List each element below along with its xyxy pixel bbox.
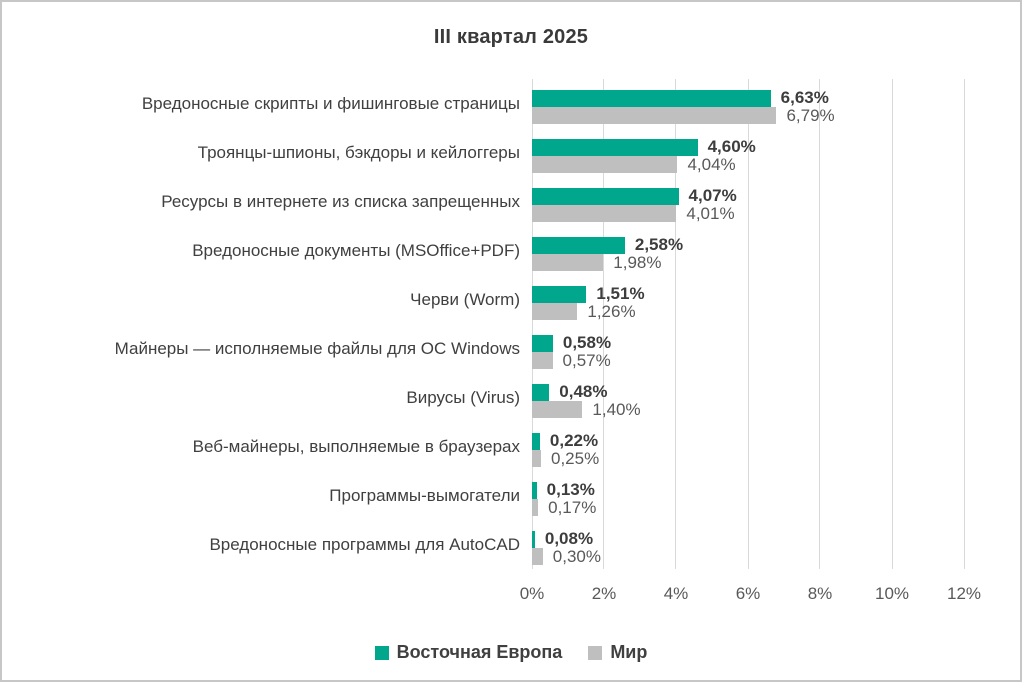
bar-eastern-europe: [532, 237, 625, 254]
gridline: [747, 79, 749, 569]
bar-eastern-europe: [532, 531, 535, 548]
bar-eastern-europe: [532, 335, 553, 352]
legend-label: Восточная Европа: [396, 642, 563, 662]
value-label-eastern-europe: 0,58%: [562, 333, 612, 352]
legend-item-eastern-europe: Восточная Европа: [374, 642, 563, 663]
bar-world: [532, 156, 678, 173]
legend-marker-world: [588, 645, 603, 660]
bar-world: [532, 303, 578, 320]
bar-eastern-europe: [532, 139, 698, 156]
bar-world: [532, 352, 553, 369]
bar-eastern-europe: [532, 90, 771, 107]
bar-row: 0,13% 0,17%: [532, 471, 964, 520]
bar-eastern-europe: [532, 482, 537, 499]
value-label-world: 0,57%: [562, 351, 611, 370]
gridline: [603, 79, 605, 569]
legend-marker-eastern-europe: [374, 645, 389, 660]
bar-row: 2,58% 1,98%: [532, 226, 964, 275]
value-label-world: 1,26%: [587, 302, 636, 321]
bar-world: [532, 499, 539, 516]
x-axis-tick: 2%: [591, 584, 617, 603]
value-label-eastern-europe: 0,22%: [549, 431, 599, 450]
value-label-eastern-europe: 6,63%: [780, 88, 829, 107]
x-axis-tick: 8%: [807, 584, 833, 603]
x-axis-tick: 0%: [519, 584, 545, 603]
bar-world: [532, 205, 677, 222]
bar-world: [532, 254, 604, 271]
category-label: Вредоносные скрипты и фишинговые страниц…: [141, 94, 520, 113]
value-label-world: 4,04%: [687, 155, 736, 174]
legend-label: Мир: [610, 642, 648, 662]
value-label-world: 1,40%: [592, 400, 641, 419]
chart-title: III квартал 2025: [433, 26, 589, 48]
bar-world: [532, 548, 543, 565]
value-label-eastern-europe: 4,07%: [688, 186, 737, 205]
category-label: Троянцы-шпионы, бэкдоры и кейлоггеры: [197, 143, 520, 162]
value-label-world: 1,98%: [613, 253, 662, 272]
value-label-eastern-europe: 0,13%: [546, 480, 595, 499]
x-axis-tick: 4%: [663, 584, 689, 603]
gridline: [531, 79, 533, 569]
value-label-eastern-europe: 0,08%: [544, 529, 594, 548]
value-label-world: 0,17%: [548, 498, 597, 517]
bar-row: 0,48% 1,40%: [532, 373, 964, 422]
category-axis: Вредоносные скрипты и фишинговые страниц…: [26, 79, 520, 569]
value-label-world: 6,79%: [786, 106, 835, 125]
category-label: Вирусы (Virus): [406, 388, 520, 407]
value-label-world: 4,01%: [686, 204, 735, 223]
bar-row: 6,63% 6,79%: [532, 79, 964, 128]
bar-eastern-europe: [532, 384, 550, 401]
bar-eastern-europe: [532, 188, 679, 205]
bar-eastern-europe: [532, 286, 587, 303]
category-label: Программы-вымогатели: [329, 486, 520, 505]
plot-area: 0% 2% 4% 6% 8% 10% 12% 6,63% 6,79% 4,60% 4,04% 4,07…: [520, 79, 981, 603]
value-label-world: 0,30%: [552, 547, 601, 566]
value-label-eastern-europe: 0,48%: [559, 382, 608, 401]
x-axis-tick: 6%: [735, 584, 761, 603]
bar-world: [532, 450, 541, 467]
legend-item-world: Мир: [588, 642, 647, 663]
x-axis-tick: 12%: [946, 584, 982, 603]
category-label: Вредоносные документы (MSOffice+PDF): [192, 241, 520, 260]
legend: Восточная Европа Мир: [2, 642, 1020, 663]
value-label-eastern-europe: 4,60%: [707, 137, 756, 156]
gridline: [963, 79, 965, 569]
bar-world: [532, 107, 777, 124]
category-label: Веб-майнеры, выполняемые в браузерах: [192, 437, 520, 456]
bar-row: 0,58% 0,57%: [532, 324, 964, 373]
bar-eastern-europe: [532, 433, 540, 450]
gridline: [675, 79, 677, 569]
category-label: Ресурсы в интернете из списка запрещенны…: [161, 192, 520, 211]
gridline: [819, 79, 821, 569]
category-label: Вредоносные программы для AutoCAD: [209, 535, 520, 554]
value-label-eastern-europe: 1,51%: [596, 284, 645, 303]
gridline: [891, 79, 893, 569]
bar-row: 4,07% 4,01%: [532, 177, 964, 226]
category-label: Майнеры — исполняемые файлы для ОС Windo…: [114, 339, 520, 358]
bar-world: [532, 401, 583, 418]
bar-row: 0,22% 0,25%: [532, 422, 964, 471]
category-label: Черви (Worm): [410, 290, 520, 309]
bar-row: 1,51% 1,26%: [532, 275, 964, 324]
value-label-eastern-europe: 2,58%: [634, 235, 684, 254]
value-label-world: 0,25%: [551, 449, 600, 468]
bar-row: 4,60% 4,04%: [532, 128, 964, 177]
bar-row: 0,08% 0,30%: [532, 520, 964, 569]
x-axis-tick: 10%: [874, 584, 910, 603]
